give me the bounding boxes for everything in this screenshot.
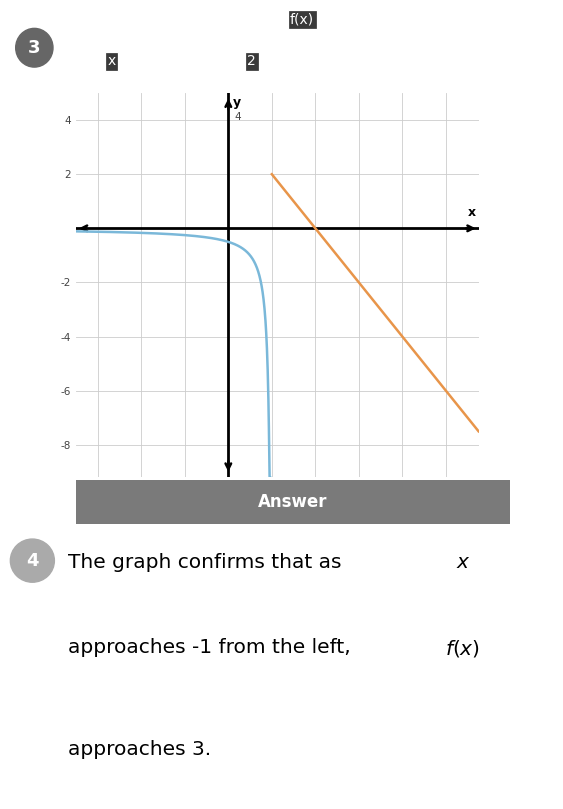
Text: from the right.: from the right. xyxy=(272,54,378,70)
Text: f(x): f(x) xyxy=(290,12,314,26)
Text: 3: 3 xyxy=(28,39,41,57)
Text: 4: 4 xyxy=(26,552,39,570)
Text: approaches -1 from the left,: approaches -1 from the left, xyxy=(68,638,350,658)
Circle shape xyxy=(10,539,55,582)
Text: x: x xyxy=(468,205,476,219)
Text: approaches 3.: approaches 3. xyxy=(68,740,211,759)
Circle shape xyxy=(16,28,53,67)
Text: $f(x)$: $f(x)$ xyxy=(445,638,480,659)
Text: Given the graph of: Given the graph of xyxy=(73,12,211,28)
Text: below, evaluate its limit: below, evaluate its limit xyxy=(330,12,506,28)
Text: approaches: approaches xyxy=(136,54,221,70)
Text: Answer: Answer xyxy=(258,493,328,511)
Text: x: x xyxy=(108,54,116,69)
Text: 2: 2 xyxy=(248,54,256,69)
Text: y: y xyxy=(233,96,241,109)
Text: li: li xyxy=(496,133,510,158)
Text: 4: 4 xyxy=(234,112,241,122)
Text: The graph confirms that as: The graph confirms that as xyxy=(68,553,341,572)
Text: as: as xyxy=(73,54,90,70)
FancyBboxPatch shape xyxy=(59,478,527,526)
Text: $x$: $x$ xyxy=(456,553,471,572)
Text: is: is xyxy=(496,283,515,307)
